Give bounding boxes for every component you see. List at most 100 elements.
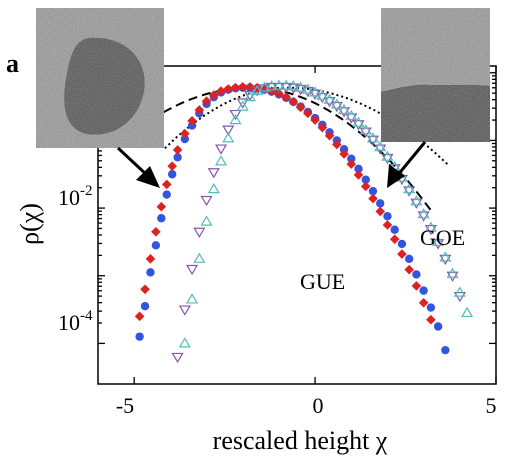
data-point-diamond [172, 145, 183, 155]
data-point-diamond [404, 264, 414, 275]
data-point-triangle-down-open [171, 352, 184, 364]
data-point-triangle-up-open [287, 80, 300, 91]
data-point-diamond [223, 84, 234, 94]
data-point-triangle-down-open [345, 113, 358, 124]
data-point-diamond [274, 88, 284, 99]
data-point-circle [419, 286, 428, 295]
data-point-triangle-up-open [374, 141, 387, 152]
data-point-circle [404, 254, 414, 264]
data-point-triangle-down-open [330, 101, 343, 113]
data-point-diamond [360, 181, 371, 192]
x-tick-label-0: 0 [313, 393, 324, 418]
data-point-triangle-up-open [410, 195, 423, 206]
curve-goe [164, 86, 450, 167]
data-point-circle [173, 153, 182, 162]
data-point-diamond [187, 116, 197, 126]
data-point-diamond [237, 82, 248, 92]
data-point-triangle-down-open [193, 227, 206, 238]
data-point-diamond [180, 128, 190, 139]
data-point-triangle-down-open [200, 195, 213, 207]
data-point-diamond [418, 298, 429, 308]
data-point-diamond [295, 102, 306, 113]
data-point-diamond [230, 82, 241, 93]
axis-ticks [98, 66, 497, 384]
data-point-diamond [134, 311, 145, 322]
data-point-triangle-up-open [186, 293, 199, 304]
data-point-diamond [339, 149, 349, 159]
data-point-diamond [208, 90, 219, 100]
data-point-circle [167, 170, 177, 179]
data-point-triangle-up-open [359, 124, 372, 135]
data-point-diamond [317, 122, 328, 133]
data-point-diamond [245, 82, 255, 92]
data-point-circle [412, 270, 421, 279]
arrow-flat-to-curve [387, 141, 427, 188]
data-point-triangle-up-open [193, 252, 206, 263]
data-point-triangle-down-open [178, 305, 191, 316]
y-tick-label-1e-4: 10-4 [58, 308, 93, 335]
y-axis-label: ρ(χ) [15, 203, 44, 245]
data-point-triangle-down-open [186, 264, 199, 276]
data-point-triangle-down-open [352, 120, 365, 131]
data-point-circle [433, 322, 443, 331]
data-point-circle [390, 225, 399, 234]
data-point-circle [376, 199, 385, 208]
data-point-diamond [382, 220, 393, 230]
flat-interface-inset [381, 8, 490, 142]
data-point-diamond [281, 92, 291, 102]
data-point-diamond [310, 115, 320, 125]
data-point-triangle-up-open [446, 267, 459, 278]
data-point-diamond [145, 254, 156, 264]
x-axis-label: rescaled height χ [213, 426, 388, 455]
data-point-diamond [151, 226, 161, 237]
data-point-triangle-down-open [374, 144, 387, 155]
data-point-triangle-up-open [222, 132, 235, 143]
svg-text:10-4: 10-4 [58, 308, 93, 335]
data-point-circle [383, 212, 392, 221]
data-point-diamond [216, 86, 226, 96]
data-point-triangle-up-open [366, 132, 380, 143]
data-point-triangle-up-open [229, 113, 242, 125]
data-point-triangle-up-open [352, 116, 365, 127]
data-point-diamond [194, 105, 205, 115]
data-point-triangle-up-open [280, 79, 293, 90]
data-point-triangle-up-open [301, 83, 314, 94]
data-point-diamond [161, 179, 172, 190]
data-point-circle [426, 303, 436, 312]
data-point-triangle-down-open [453, 291, 466, 303]
data-point-diamond [411, 281, 422, 291]
arrow-circular-to-curve [116, 146, 160, 188]
data-point-diamond [303, 108, 313, 119]
data-point-circle [157, 214, 166, 223]
data-point-triangle-up-open [258, 81, 271, 92]
data-point-circle [368, 186, 378, 196]
data-point-triangle-up-open [178, 337, 191, 348]
data-point-diamond [156, 201, 167, 212]
data-point-triangle-up-open [316, 89, 329, 100]
x-tick-label-5: 5 [486, 393, 497, 418]
data-point-triangle-up-open [309, 86, 322, 97]
data-point-triangle-up-open [243, 90, 257, 102]
data-point-diamond [375, 206, 386, 217]
data-point-diamond [426, 314, 436, 325]
data-point-triangle-up-open [345, 109, 358, 121]
data-point-triangle-down-open [366, 135, 380, 146]
data-point-triangle-down-open [417, 211, 430, 222]
data-point-triangle-down-open [381, 153, 394, 165]
annotation-goe: GOE [420, 225, 465, 250]
data-point-diamond [353, 170, 364, 180]
data-point-diamond [389, 234, 400, 245]
svg-text:10-2: 10-2 [58, 183, 93, 210]
data-point-diamond [288, 97, 299, 107]
data-point-circle [180, 134, 190, 144]
data-point-circle [162, 190, 171, 199]
data-point-diamond [201, 96, 212, 106]
data-point-triangle-down-open [207, 168, 220, 179]
data-point-triangle-down-open [424, 224, 437, 236]
data-point-triangle-down-open [337, 107, 351, 118]
data-point-diamond [140, 284, 150, 295]
data-point-triangle-up-open [461, 306, 474, 318]
panel-label: a [6, 49, 19, 78]
